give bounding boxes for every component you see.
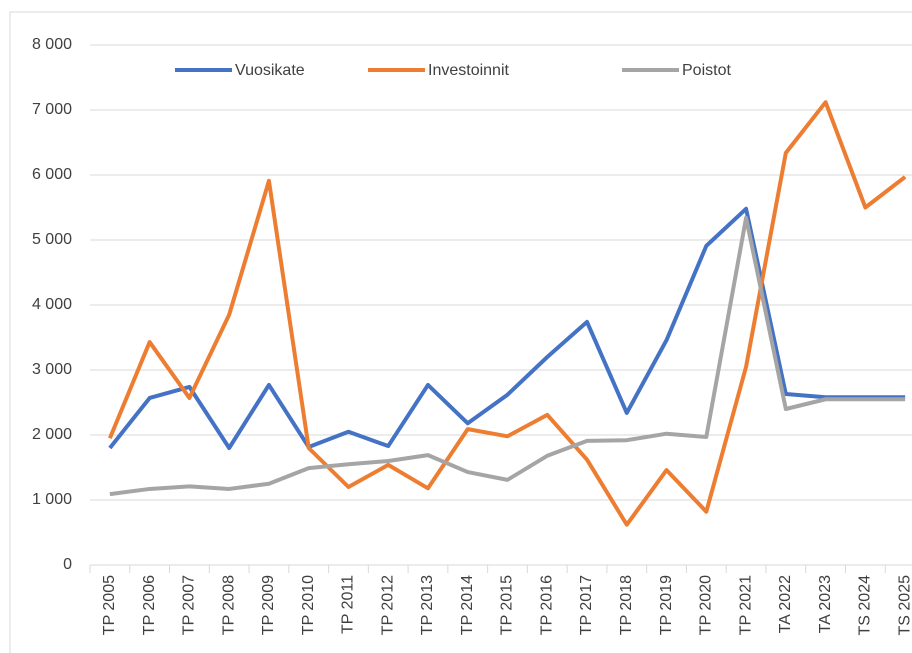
y-tick-label: 7 000 [32,101,72,118]
y-tick-label: 2 000 [32,426,72,443]
x-tick-label: TP 2009 [260,575,277,635]
legend-label: Vuosikate [235,62,305,79]
x-tick-label: TP 2016 [538,575,555,635]
x-tick-label: TP 2008 [220,575,237,635]
series-line [108,206,906,450]
x-tick-label: TS 2024 [857,575,874,636]
x-tick-label: TP 2012 [379,575,396,635]
y-tick-label: 5 000 [32,231,72,248]
legend-label: Poistot [682,62,731,79]
x-tick-label: TP 2006 [141,575,158,635]
x-tick-label: TP 2017 [578,575,595,635]
x-tick-label: TP 2007 [181,575,198,635]
x-tick-label: TA 2023 [817,575,834,634]
y-tick-label: 3 000 [32,361,72,378]
x-tick-label: TP 2011 [340,575,357,634]
x-tick-label: TP 2010 [300,575,317,635]
y-tick-label: 6 000 [32,166,72,183]
y-tick-label: 4 000 [32,296,72,313]
x-tick-label: TP 2018 [618,575,635,635]
x-tick-label: TP 2020 [698,575,715,635]
y-tick-label: 0 [63,556,72,573]
x-tick-label: TP 2014 [459,575,476,635]
x-tick-label: TP 2021 [737,575,754,635]
legend-label: Investoinnit [428,62,509,79]
x-tick-label: TP 2019 [658,575,675,635]
y-tick-label: 8 000 [32,36,72,53]
series-line [109,215,906,497]
x-tick-label: TP 2005 [101,575,118,635]
chart-frame [9,11,912,653]
y-tick-label: 1 000 [32,491,72,508]
x-tick-label: TP 2015 [499,575,516,635]
x-tick-label: TS 2025 [896,575,912,636]
x-tick-label: TA 2022 [777,575,794,634]
series-line [108,100,907,527]
x-tick-label: TP 2013 [419,575,436,635]
